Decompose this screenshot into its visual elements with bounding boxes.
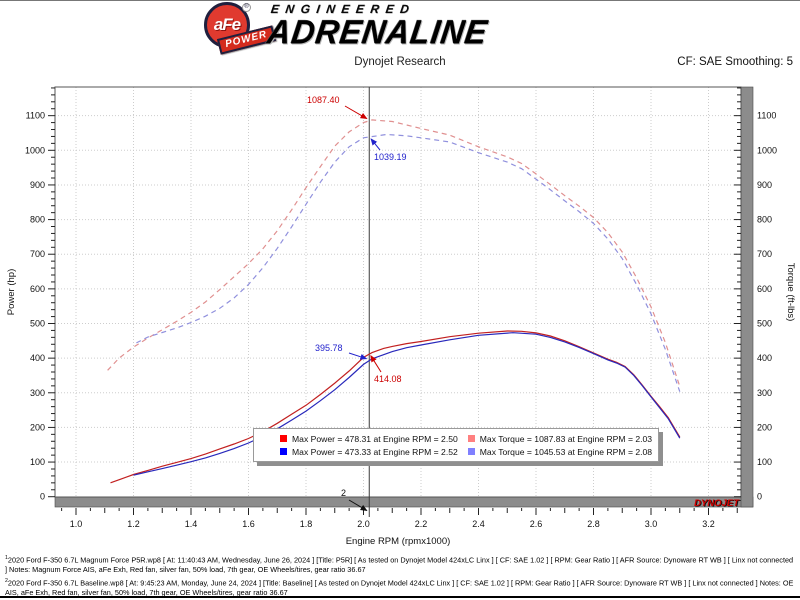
- y-axis-title-right: Torque (ft-lbs): [785, 263, 796, 322]
- y-tick-label-left: 100: [30, 457, 45, 467]
- x-tick-label: 1.0: [70, 519, 83, 529]
- annotation-arrow-cursor-power-base: [348, 352, 368, 360]
- footnote-text: 2020 Ford F-350 6.7L Baseline.wp8 [ At: …: [5, 578, 794, 597]
- x-tick-label: 2.2: [415, 519, 428, 529]
- x-tick-label: 1.6: [242, 519, 255, 529]
- run-footnotes: 12020 Ford F-350 6.7L Magnum Force P5R.w…: [5, 555, 796, 600]
- x-tick-label: 2.8: [587, 519, 600, 529]
- footnote-1: 12020 Ford F-350 6.7L Magnum Force P5R.w…: [5, 555, 796, 574]
- x-tick-label: 2.6: [530, 519, 543, 529]
- footnote-text: 2020 Ford F-350 6.7L Magnum Force P5R.wp…: [5, 555, 794, 574]
- y-tick-label-right: 900: [757, 180, 772, 190]
- y-tick-label-right: 500: [757, 319, 772, 329]
- legend-item-2: Max Power = 473.33 at Engine RPM = 2.52: [280, 447, 458, 457]
- y-axis-band: [740, 86, 754, 508]
- x-tick-label: 2.4: [472, 519, 485, 529]
- plot-frame: [54, 86, 742, 498]
- x-axis-title: Engine RPM (rpmx1000): [346, 536, 451, 547]
- report-subtitle: Dynojet Research: [354, 56, 446, 68]
- annotation-arrow-cursor-torque-p5r: [344, 105, 368, 120]
- curve-torque-baseline: [136, 133, 681, 392]
- afe-power-badge-icon: aFe ® POWER: [204, 2, 276, 55]
- logo-wordmark: ENGINEERED ADRENALINE: [265, 2, 490, 51]
- annotation-label-cursor-torque-base: 1039.19: [374, 152, 407, 162]
- y-tick-label-left: 800: [30, 215, 45, 225]
- annotation-arrow-cursor-torque-base: [370, 138, 381, 151]
- y-tick-label-left: 0: [40, 492, 45, 502]
- afe-badge-circle-icon: aFe ®: [204, 2, 251, 48]
- y-tick-label-left: 600: [30, 284, 45, 294]
- y-tick-label-left: 200: [30, 422, 45, 432]
- legend-label: Max Torque = 1045.53 at Engine RPM = 2.0…: [479, 446, 653, 457]
- y-tick-label-right: 0: [757, 492, 762, 502]
- y-tick-label-right: 800: [757, 215, 772, 225]
- legend-swatch-icon: [280, 448, 287, 455]
- y-tick-label-right: 600: [757, 284, 772, 294]
- y-tick-label-right: 1100: [757, 111, 776, 121]
- y-tick-label-left: 900: [30, 180, 45, 190]
- footnote-mark: 1: [5, 555, 8, 561]
- x-tick-label: 3.2: [702, 519, 715, 529]
- afe-logo: aFe ® POWER ENGINEERED ADRENALINE: [186, 2, 606, 55]
- annotation-label-cursor-power-base: 395.78: [315, 343, 343, 353]
- afe-badge-text: aFe: [213, 15, 241, 34]
- dynojet-brand-shadow: DYNOJET: [695, 499, 741, 510]
- dynojet-brand: DYNOJET: [694, 498, 740, 509]
- footnote-2: 22020 Ford F-350 6.7L Baseline.wp8 [ At:…: [5, 578, 796, 597]
- legend-label: Max Power = 478.31 at Engine RPM = 2.50: [292, 433, 458, 444]
- logo-adrenaline-text: ADRENALINE: [265, 12, 491, 51]
- x-tick-label: 3.0: [645, 519, 658, 529]
- annotation-label-cursor-power-p5r: 414.08: [374, 374, 402, 384]
- curve-torque-p5r: [107, 119, 681, 387]
- legend-item-0: Max Power = 478.31 at Engine RPM = 2.50: [280, 434, 458, 444]
- dyno-chart: 1.0 1.2 1.4 1.6 1.8 2.0 2.2 2.4 2.6 2.8 3.0 3.2 Engi…: [6, 86, 796, 547]
- legend-swatch-icon: [280, 435, 287, 442]
- y-tick-label-right: 300: [757, 388, 772, 398]
- x-tick-label: 1.4: [185, 519, 198, 529]
- legend-label: Max Power = 473.33 at Engine RPM = 2.52: [292, 446, 458, 457]
- curve-power-baseline: [133, 332, 681, 476]
- footnote-mark: 2: [5, 578, 8, 585]
- y-tick-label-left: 300: [30, 388, 45, 398]
- y-tick-label-left: 700: [30, 249, 45, 259]
- registered-mark: ®: [242, 3, 251, 12]
- legend-item-1: Max Torque = 1087.83 at Engine RPM = 2.0…: [467, 433, 653, 444]
- legend-item-3: Max Torque = 1045.53 at Engine RPM = 2.0…: [467, 446, 653, 457]
- y-tick-label-right: 1000: [757, 145, 777, 155]
- page-top-border: [0, 0, 800, 1]
- chart-legend: Max Power = 478.31 at Engine RPM = 2.50 M…: [253, 428, 659, 462]
- correction-factor-label: CF: SAE Smoothing: 5: [677, 56, 793, 68]
- x-tick-label: 1.8: [300, 519, 313, 529]
- y-tick-label-right: 200: [757, 422, 772, 432]
- curve-power-p5r: [110, 330, 681, 484]
- y-tick-label-left: 400: [30, 353, 45, 363]
- legend-swatch-icon: [467, 435, 475, 442]
- y-tick-label-right: 400: [757, 353, 772, 363]
- x-axis-band: [54, 496, 754, 508]
- annotation-arrow-cursor-power-p5r: [370, 354, 382, 373]
- x-tick-label: 1.2: [127, 519, 140, 529]
- page-bottom-border: [0, 596, 800, 598]
- y-axis-title-left: Power (hp): [6, 269, 17, 315]
- annotation-label-cursor-torque-p5r: 1087.40: [307, 95, 340, 105]
- y-tick-label-left: 500: [30, 319, 45, 329]
- annotation-arrow-cursor-x: [348, 499, 368, 511]
- annotation-label-cursor-x: 2: [341, 488, 346, 498]
- y-tick-label-left: 1100: [26, 111, 45, 121]
- y-tick-label-left: 1000: [25, 145, 45, 155]
- x-tick-label: 2.0: [357, 519, 370, 529]
- y-tick-label-right: 100: [757, 457, 772, 467]
- legend-label: Max Torque = 1087.83 at Engine RPM = 2.0…: [479, 433, 653, 444]
- legend-swatch-icon: [467, 448, 475, 455]
- y-tick-label-right: 700: [757, 249, 772, 259]
